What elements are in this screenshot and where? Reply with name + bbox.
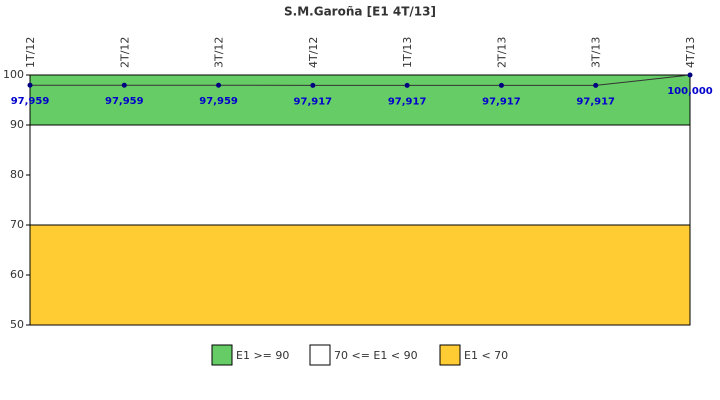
x-tick-label: 2T/13	[495, 37, 508, 68]
x-tick-label: 3T/13	[590, 37, 603, 68]
chart-title: S.M.Garoña [E1 4T/13]	[284, 5, 436, 19]
band	[29, 224, 691, 326]
value-label: 97,959	[11, 96, 50, 107]
x-tick-label: 4T/13	[684, 37, 697, 68]
point	[121, 82, 127, 88]
y-tick-label: 50	[10, 318, 24, 331]
band	[29, 124, 691, 226]
y-tick-label: 70	[10, 218, 24, 231]
x-tick-label: 3T/12	[213, 37, 226, 68]
point	[310, 82, 316, 88]
line	[30, 74, 691, 86]
value-label: 97,917	[388, 96, 427, 107]
point	[687, 72, 693, 78]
value-label: 97,917	[576, 96, 615, 107]
y-tick-label: 90	[10, 118, 24, 131]
x-tick-label: 1T/12	[24, 37, 37, 68]
y-tick-label: 100	[3, 68, 24, 81]
legend-label: 70 <= E1 < 90	[334, 349, 418, 362]
band	[29, 74, 691, 126]
value-label: 97,917	[294, 96, 333, 107]
x-tick-label: 1T/13	[401, 37, 414, 68]
legend-swatch	[309, 344, 331, 366]
x-tick-label: 2T/12	[118, 37, 131, 68]
value-label: 97,959	[199, 96, 238, 107]
point	[216, 82, 222, 88]
point	[498, 82, 504, 88]
value-label: 97,917	[482, 96, 521, 107]
value-label: 97,959	[105, 96, 144, 107]
value-label: 100,000	[667, 86, 713, 97]
y-tick-label: 60	[10, 268, 24, 281]
legend-swatch	[211, 344, 233, 366]
point	[593, 82, 599, 88]
point	[27, 82, 33, 88]
point	[404, 82, 410, 88]
x-tick-label: 4T/12	[307, 37, 320, 68]
legend-label: E1 >= 90	[236, 349, 289, 362]
legend-label: E1 < 70	[464, 349, 508, 362]
y-tick-label: 80	[10, 168, 24, 181]
legend-swatch	[439, 344, 461, 366]
